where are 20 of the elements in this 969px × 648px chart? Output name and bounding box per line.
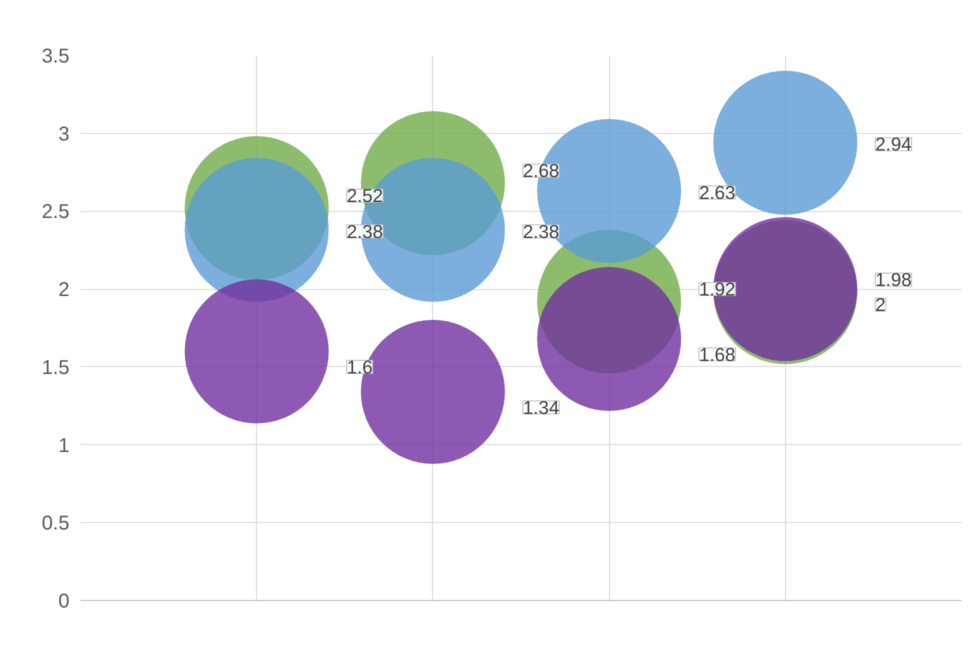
- y-tick-label: 2.5: [42, 201, 70, 224]
- y-tick-label: 1.5: [42, 356, 70, 379]
- data-label: 2.52: [346, 185, 384, 206]
- y-tick-label: 3: [58, 123, 70, 146]
- y-tick-label: 1: [58, 434, 70, 457]
- y-tick-label: 0.5: [42, 512, 70, 535]
- data-label: 2.38: [522, 220, 560, 242]
- data-label: 2.38: [346, 220, 384, 242]
- data-label: 1.34: [522, 396, 560, 418]
- data-label: 2.94: [875, 134, 912, 155]
- y-tick-label: 0: [58, 590, 70, 612]
- data-label: 1.98: [875, 269, 912, 290]
- data-label: 2: [875, 294, 886, 316]
- data-label: 2.63: [699, 182, 736, 203]
- data-label: 2.68: [522, 160, 560, 182]
- data-label: 1.68: [699, 344, 736, 365]
- data-label: 1.92: [699, 278, 736, 300]
- y-tick-label: 3.5: [42, 46, 70, 68]
- data-label: 1.6: [346, 356, 373, 378]
- y-tick-label: 2: [58, 279, 70, 302]
